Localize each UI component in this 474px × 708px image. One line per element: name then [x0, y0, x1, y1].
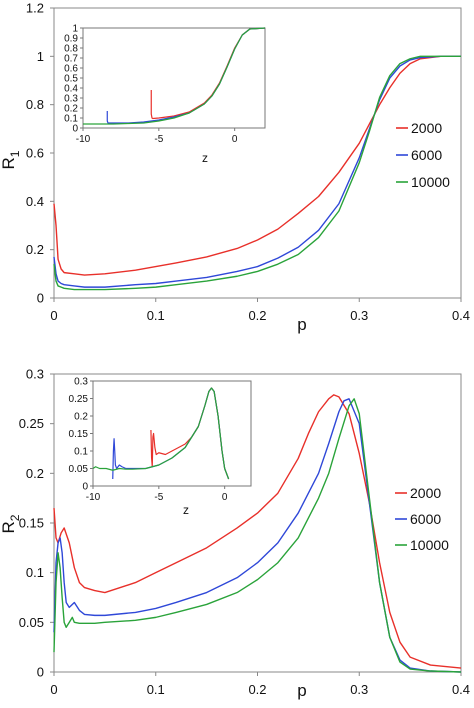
inset-y-tick-label: 1 — [72, 24, 78, 35]
y-tick-label: 0.8 — [26, 97, 44, 112]
inset-chart: 00.10.20.30.40.50.60.70.80.91-10 -5 0z — [64, 24, 266, 165]
inset-y-tick-label: 0.7 — [64, 54, 78, 65]
series-line-10000 — [53, 398, 462, 673]
y-tick-label: 0.25 — [19, 416, 44, 431]
inset-y-tick-label: 0.1 — [64, 114, 78, 125]
legend-label-2000: 2000 — [411, 120, 442, 136]
y-tick-label: 0.3 — [26, 367, 44, 382]
inset-x-axis-label: z — [202, 151, 208, 165]
y-tick-label: 0.1 — [26, 565, 44, 580]
inset-y-tick-label: 0.8 — [64, 44, 78, 55]
x-tick-label: 0.3 — [350, 308, 368, 323]
y-axis-label: R1 — [0, 150, 22, 169]
y-tick-label: 0.15 — [19, 516, 44, 531]
legend-label-6000: 6000 — [411, 147, 442, 163]
series-line-2000 — [53, 55, 461, 276]
panel-r2: 00.050.10.150.20.250.30 0.1 0.2 0.3 0.4R2p20… — [0, 367, 470, 701]
x-tick-label: 0 — [50, 308, 57, 323]
inset-series-line-10000 — [93, 387, 230, 480]
series-line-2000 — [53, 394, 462, 669]
y-axis-label-subscript: 1 — [8, 150, 22, 157]
inset-frame — [82, 27, 266, 129]
inset-y-tick-label: 0.5 — [64, 74, 78, 85]
y-axis-label-subscript: 2 — [8, 514, 22, 521]
inset-y-tick-label: 0.15 — [69, 429, 89, 440]
x-tick-label: 0.4 — [452, 682, 470, 697]
inset-x-tick-label: -5 — [154, 134, 163, 145]
legend-label-2000: 2000 — [410, 485, 441, 501]
y-tick-label: 0.2 — [26, 466, 44, 481]
inset-chart: 0 0.05 0.1 0.15 0.2 0.25 0.3 -10 -5 0 z — [69, 377, 252, 517]
inset-y-tick-label: 0.2 — [74, 412, 88, 423]
y-tick-label: 0 — [37, 665, 44, 680]
x-tick-label: 0.2 — [248, 682, 266, 697]
inset-x-tick-label: -5 — [154, 492, 163, 503]
inset-series-line-10000 — [83, 27, 265, 125]
inset-y-tick-label: 0.1 — [74, 447, 88, 458]
inset-frame — [92, 380, 252, 487]
x-tick-label: 0.2 — [248, 308, 266, 323]
inset-y-tick-label: 0.3 — [74, 377, 88, 388]
legend-label-10000: 10000 — [410, 537, 449, 553]
inset-y-tick-label: 0.25 — [69, 394, 89, 405]
inset-y-tick-label: 0.3 — [64, 94, 78, 105]
x-axis-label: p — [297, 681, 306, 700]
y-tick-label: 0.05 — [19, 615, 44, 630]
inset-y-tick-label: 0.4 — [64, 84, 78, 95]
inset-x-axis-label: z — [183, 503, 189, 517]
inset-y-tick-label: 0 — [82, 482, 88, 493]
x-tick-label: 0 — [50, 682, 57, 697]
series-line-6000 — [53, 55, 461, 288]
inset-y-tick-label: 0.05 — [69, 464, 89, 475]
x-tick-label: 0.3 — [350, 682, 368, 697]
y-tick-label: 0.6 — [26, 146, 44, 161]
panel-r1: 00.20.40.60.811.20 0.1 0.2 0.3 0.4R1p2000600… — [0, 1, 470, 335]
legend-label-6000: 6000 — [410, 511, 441, 527]
inset-y-tick-label: 0 — [72, 124, 78, 135]
x-tick-label: 0.4 — [452, 308, 470, 323]
series-line-10000 — [53, 55, 461, 291]
y-tick-label: 1 — [37, 49, 44, 64]
inset-x-tick-label: 0 — [232, 134, 238, 145]
x-axis-label: p — [297, 315, 306, 334]
y-tick-label: 1.2 — [26, 1, 44, 16]
inset-x-tick-label: -10 — [76, 134, 91, 145]
y-tick-label: 0.2 — [26, 242, 44, 257]
y-tick-label: 0 — [37, 291, 44, 306]
inset-x-tick-label: -10 — [86, 492, 101, 503]
y-tick-label: 0.4 — [26, 194, 44, 209]
legend-label-10000: 10000 — [411, 174, 450, 190]
inset-x-tick-label: 0 — [222, 492, 228, 503]
inset-y-tick-label: 0.9 — [64, 34, 78, 45]
x-tick-label: 0.1 — [147, 682, 165, 697]
inset-y-tick-label: 0.6 — [64, 64, 78, 75]
inset-y-tick-label: 0.2 — [64, 104, 78, 115]
x-tick-label: 0.1 — [147, 308, 165, 323]
